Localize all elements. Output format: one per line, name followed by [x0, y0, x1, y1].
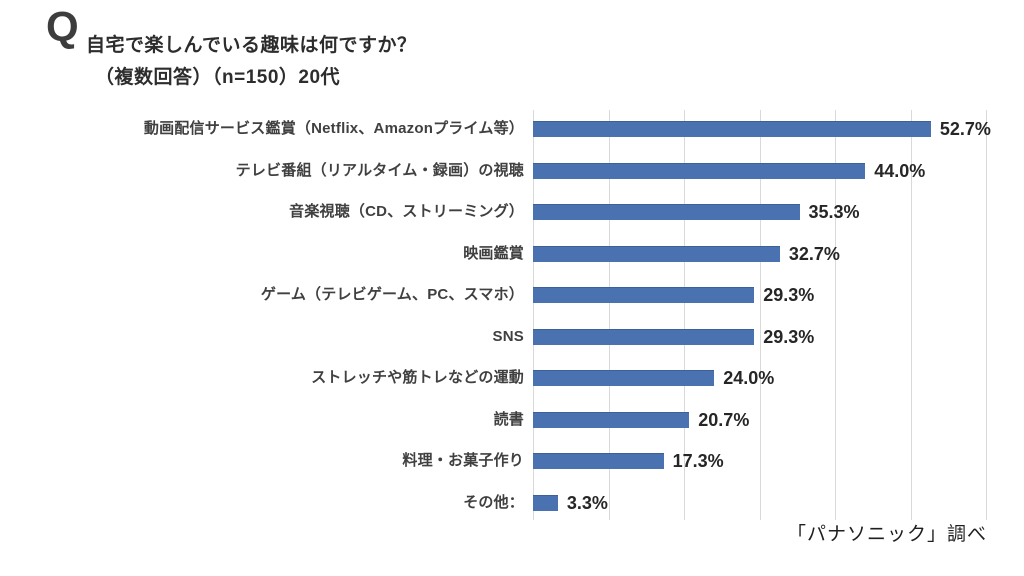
- value-label: 24.0%: [723, 368, 775, 388]
- question-mark-label: Q: [46, 3, 79, 50]
- value-label: 29.3%: [763, 285, 815, 305]
- chart-title-line1: 自宅で楽しんでいる趣味は何ですか？: [86, 35, 417, 56]
- value-label: 52.7%: [939, 119, 991, 139]
- bar: [533, 162, 866, 179]
- chart-row: その他： 3.3%: [0, 482, 1024, 524]
- chart-row: 音楽視聴（CD、ストリーミング） 35.3%: [0, 191, 1024, 233]
- value-label: 3.3%: [566, 492, 608, 513]
- category-label: テレビ番組（リアルタイム・録画）の視聴: [235, 161, 524, 179]
- value-label: 32.7%: [788, 243, 840, 264]
- gridline: [910, 110, 912, 520]
- chart-row: 映画鑑賞 32.7%: [0, 233, 1024, 275]
- source-attribution: 「パナソニック」調べ: [786, 524, 987, 545]
- bar: [533, 453, 664, 469]
- chart-row: テレビ番組（リアルタイム・録画）の視聴 44.0%: [0, 150, 1024, 192]
- bar: [533, 245, 780, 262]
- value-label: 44.0%: [874, 160, 926, 181]
- bar: [533, 494, 558, 511]
- value-label: 35.3%: [808, 202, 860, 222]
- value-label: 20.7%: [698, 409, 750, 430]
- bar: [533, 370, 715, 386]
- bar: [533, 411, 690, 428]
- category-label: 読書: [493, 410, 524, 428]
- category-label: ゲーム（テレビゲーム、PC、スマホ）: [260, 286, 524, 303]
- gridline: [684, 110, 685, 520]
- chart-row: ストレッチや筋トレなどの運動 24.0%: [0, 357, 1024, 399]
- category-label: 音楽視聴（CD、ストリーミング）: [289, 203, 524, 220]
- bar-chart: 動画配信サービス鑑賞（Netflix、Amazonプライム等） 52.7% テレビ番…: [0, 110, 1024, 525]
- chart-title-line2: （複数回答）（n=150）20代: [95, 67, 341, 88]
- chart-row: 料理・お菓子作り 17.3%: [0, 440, 1024, 482]
- chart-row: 読書 20.7%: [0, 399, 1024, 441]
- category-label: 映画鑑賞: [463, 244, 524, 262]
- value-label: 17.3%: [672, 451, 724, 471]
- chart-row: SNS 29.3%: [0, 316, 1024, 358]
- gridline: [759, 110, 761, 520]
- gridline: [608, 110, 610, 520]
- bar: [533, 121, 931, 137]
- chart-row: ゲーム（テレビゲーム、PC、スマホ） 29.3%: [0, 274, 1024, 316]
- gridline: [533, 110, 534, 520]
- bar: [533, 204, 800, 220]
- category-label: 動画配信サービス鑑賞（Netflix、Amazonプライム等）: [143, 120, 524, 137]
- category-label: SNS: [492, 327, 524, 345]
- category-label: ストレッチや筋トレなどの運動: [311, 369, 524, 386]
- category-label: その他：: [463, 493, 524, 511]
- value-label: 29.3%: [763, 326, 815, 347]
- bar: [533, 287, 755, 303]
- category-label: 料理・お菓子作り: [402, 452, 524, 469]
- gridline: [986, 110, 987, 520]
- gridline: [835, 110, 836, 520]
- bar: [533, 328, 755, 345]
- chart-row: 動画配信サービス鑑賞（Netflix、Amazonプライム等） 52.7%: [0, 108, 1024, 150]
